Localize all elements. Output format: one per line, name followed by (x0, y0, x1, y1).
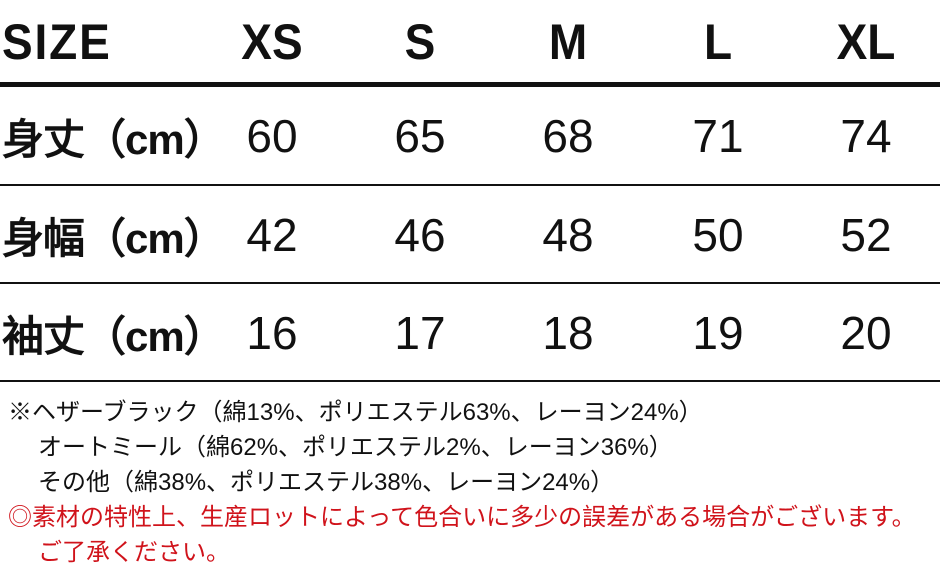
table-cell: 16 (246, 307, 298, 359)
warning-line: ご了承ください。 (38, 539, 230, 566)
header-divider (0, 82, 940, 87)
table-cell: 42 (246, 209, 298, 261)
header-s: S (404, 14, 436, 70)
table-cell: 60 (246, 110, 298, 162)
table-cell: 48 (542, 209, 594, 261)
table-row-length: 身丈（cm） 60 65 68 71 74 (0, 88, 940, 184)
header-xs: XS (241, 14, 303, 70)
table-cell: 68 (542, 110, 594, 162)
note-line: オートミール（綿62%、ポリエステル2%、レーヨン36%） (38, 434, 673, 461)
row-divider (0, 282, 940, 284)
table-cell: 17 (394, 307, 446, 359)
material-notes: ※ヘザーブラック（綿13%、ポリエステル63%、レーヨン24%） オートミール（… (8, 395, 916, 570)
row-label: 身丈（cm） (2, 115, 226, 163)
row-label: 身幅（cm） (2, 214, 226, 262)
table-row-width: 身幅（cm） 42 46 48 50 52 (0, 187, 940, 283)
table-cell: 65 (394, 110, 446, 162)
note-line: その他（綿38%、ポリエステル38%、レーヨン24%） (38, 469, 615, 496)
header-xl: XL (836, 14, 896, 70)
header-row: SIZE XS S M L XL (0, 0, 940, 90)
table-cell: 18 (542, 307, 594, 359)
header-m: M (548, 14, 588, 70)
table-cell: 52 (840, 209, 892, 261)
table-cell: 50 (692, 209, 744, 261)
table-cell: 46 (394, 209, 446, 261)
table-cell: 74 (840, 110, 892, 162)
table-cell: 71 (692, 110, 744, 162)
row-label: 袖丈（cm） (2, 312, 226, 360)
row-divider (0, 184, 940, 186)
row-divider (0, 380, 940, 382)
warning-line: ◎素材の特性上、生産ロットによって色合いに多少の誤差がある場合がございます。 (8, 504, 916, 531)
table-row-sleeve: 袖丈（cm） 16 17 18 19 20 (0, 285, 940, 381)
note-line: ※ヘザーブラック（綿13%、ポリエステル63%、レーヨン24%） (8, 399, 703, 426)
header-l: L (703, 14, 733, 70)
table-cell: 20 (840, 307, 892, 359)
header-size: SIZE (2, 14, 112, 70)
table-cell: 19 (692, 307, 744, 359)
